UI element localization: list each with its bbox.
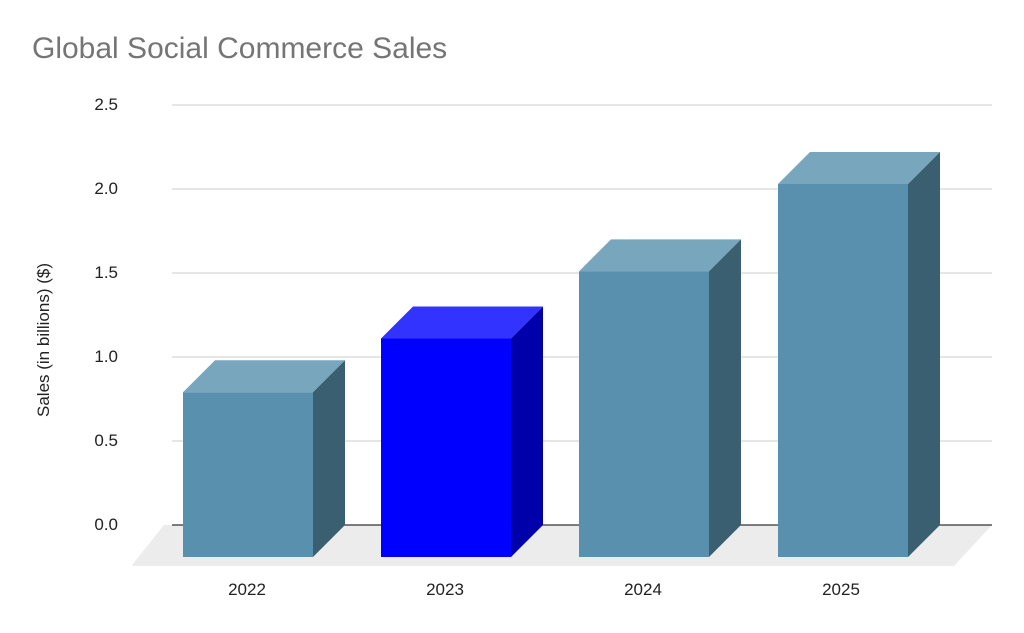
x-tick-label: 2024 xyxy=(624,580,662,599)
bar-top xyxy=(778,151,940,184)
y-tick-label: 1.5 xyxy=(94,263,118,282)
y-tick-label: 0.0 xyxy=(94,515,118,534)
x-tick-label: 2025 xyxy=(822,580,860,599)
y-tick-label: 1.0 xyxy=(94,347,118,366)
bar-top xyxy=(381,306,543,339)
bar-2024 xyxy=(579,271,709,557)
floor xyxy=(132,525,992,566)
bar-2022 xyxy=(183,392,313,557)
chart-title: Global Social Commerce Sales xyxy=(32,32,448,65)
bar-top xyxy=(183,360,345,393)
bar-side xyxy=(313,360,345,557)
bar-side xyxy=(511,306,543,557)
y-tick-label: 2.0 xyxy=(94,179,118,198)
bar-side xyxy=(709,239,741,557)
y-tick-label: 2.5 xyxy=(94,95,118,114)
bar-2025 xyxy=(778,183,908,557)
bar-2023 xyxy=(381,338,511,557)
y-tick-label: 0.5 xyxy=(94,431,118,450)
bar-side xyxy=(908,151,940,557)
x-tick-label: 2023 xyxy=(426,580,464,599)
bar-top xyxy=(579,239,741,272)
x-tick-label: 2022 xyxy=(228,580,266,599)
